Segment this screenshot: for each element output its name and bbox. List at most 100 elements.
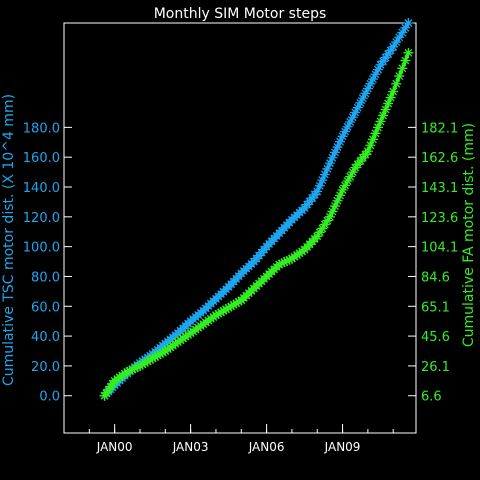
data-point-fa [142, 356, 153, 367]
data-point-tsc [352, 102, 363, 113]
y-left-tick-label: 40.0 [31, 330, 60, 345]
y-right-tick-label: 84.6 [421, 270, 450, 285]
data-point-fa [394, 71, 405, 82]
data-point-tsc [329, 147, 340, 158]
x-tick-label: JAN09 [324, 440, 361, 454]
data-point-fa [403, 47, 414, 58]
data-point-fa [383, 98, 394, 109]
data-point-tsc [345, 116, 356, 127]
data-point-fa [150, 351, 161, 362]
data-point-tsc [357, 93, 368, 104]
data-point-fa [223, 302, 234, 313]
data-point-fa [276, 258, 287, 269]
plot-frame [63, 22, 417, 434]
data-point-fa [281, 255, 292, 266]
data-point-tsc [322, 163, 333, 174]
data-point-fa [388, 86, 399, 97]
data-point-tsc [335, 136, 346, 147]
series-line-tsc [103, 22, 410, 397]
y-left-tick-label: 160.0 [23, 151, 60, 166]
y-right-tick-label: 104.1 [421, 241, 458, 256]
data-point-fa [373, 122, 384, 133]
data-point-tsc [350, 107, 361, 118]
x-tick-label: JAN03 [172, 440, 209, 454]
y-left-tick-label: 140.0 [23, 181, 60, 196]
data-point-tsc [388, 41, 399, 52]
data-point-tsc [373, 64, 384, 75]
data-point-fa [391, 78, 402, 89]
data-point-fa [213, 308, 224, 319]
data-point-fa [380, 104, 391, 115]
data-point-fa [314, 227, 325, 238]
data-point-fa [397, 63, 408, 74]
y-axis-right-label: Cumulative FA motor dist. (mm) [461, 123, 477, 347]
data-point-tsc [380, 52, 391, 63]
data-point-fa [327, 206, 338, 217]
y-right-tick-label: 123.6 [421, 211, 458, 226]
data-point-fa [216, 307, 227, 318]
y-axis-right: 6.6 26.1 45.6 65.1 84.6 104.1 123.6 143.1 162.6 1… [408, 121, 458, 405]
data-point-fa [324, 211, 335, 222]
data-point-tsc [400, 22, 411, 33]
data-point-fa [322, 215, 333, 226]
y-right-tick-label: 143.1 [421, 181, 458, 196]
y-left-tick-label: 80.0 [31, 270, 60, 285]
data-point-fa [370, 128, 381, 139]
data-point-tsc [403, 18, 414, 28]
data-point-tsc [314, 180, 325, 191]
y-left-tick-label: 100.0 [23, 241, 60, 256]
data-point-fa [340, 180, 351, 191]
data-point-fa [332, 195, 343, 206]
data-point-fa [218, 305, 229, 316]
data-point-fa [103, 384, 114, 395]
data-point-fa [319, 219, 330, 230]
data-point-tsc [337, 131, 348, 142]
data-point-fa [329, 201, 340, 212]
data-point-fa [210, 310, 221, 321]
data-point-fa [284, 254, 295, 265]
data-point-fa [157, 347, 168, 358]
data-point-fa [221, 304, 232, 315]
y-right-tick-label: 65.1 [421, 300, 450, 315]
data-point-tsc [365, 78, 376, 89]
data-point-tsc [319, 169, 330, 180]
data-point-fa [155, 348, 166, 359]
data-point-fa [365, 140, 376, 151]
data-point-fa [231, 298, 242, 309]
y-right-tick-label: 162.6 [421, 151, 458, 166]
data-point-tsc [347, 112, 358, 123]
data-point-tsc [317, 175, 328, 186]
data-point-fa [378, 110, 389, 121]
y-left-tick-label: 120.0 [23, 211, 60, 226]
x-tick-label: JAN06 [248, 440, 285, 454]
x-axis: JAN00 JAN03 JAN06 JAN09 [88, 424, 394, 454]
data-point-fa [134, 360, 145, 371]
data-point-tsc [397, 27, 408, 38]
data-point-fa [99, 390, 110, 401]
data-point-fa [337, 184, 348, 195]
data-point-tsc [324, 158, 335, 169]
y-axis-left: 0.0 20.0 40.0 60.0 80.0 100.0 120.0 140.0 160.0 1… [23, 121, 72, 405]
data-point-fa [152, 350, 163, 361]
data-point-fa [132, 362, 143, 373]
data-point-fa [400, 55, 411, 66]
data-point-tsc [370, 69, 381, 80]
y-left-tick-label: 0.0 [39, 390, 60, 405]
data-point-tsc [375, 59, 386, 70]
chart-title: Monthly SIM Motor steps [154, 6, 327, 22]
data-point-tsc [367, 74, 378, 85]
y-right-tick-label: 45.6 [421, 330, 450, 345]
x-tick-label: JAN00 [96, 440, 133, 454]
data-point-tsc [355, 97, 366, 108]
data-point-fa [375, 116, 386, 127]
data-point-tsc [394, 32, 405, 43]
data-point-fa [367, 134, 378, 145]
y-left-tick-label: 180.0 [23, 121, 60, 136]
data-point-tsc [391, 37, 402, 48]
series-markers-tsc [99, 18, 414, 401]
data-point-tsc [385, 45, 396, 56]
y-axis-left-label: Cumulative TSC motor dist. (X 10^4 mm) [1, 94, 17, 386]
data-point-tsc [383, 49, 394, 60]
data-point-fa [233, 296, 244, 307]
